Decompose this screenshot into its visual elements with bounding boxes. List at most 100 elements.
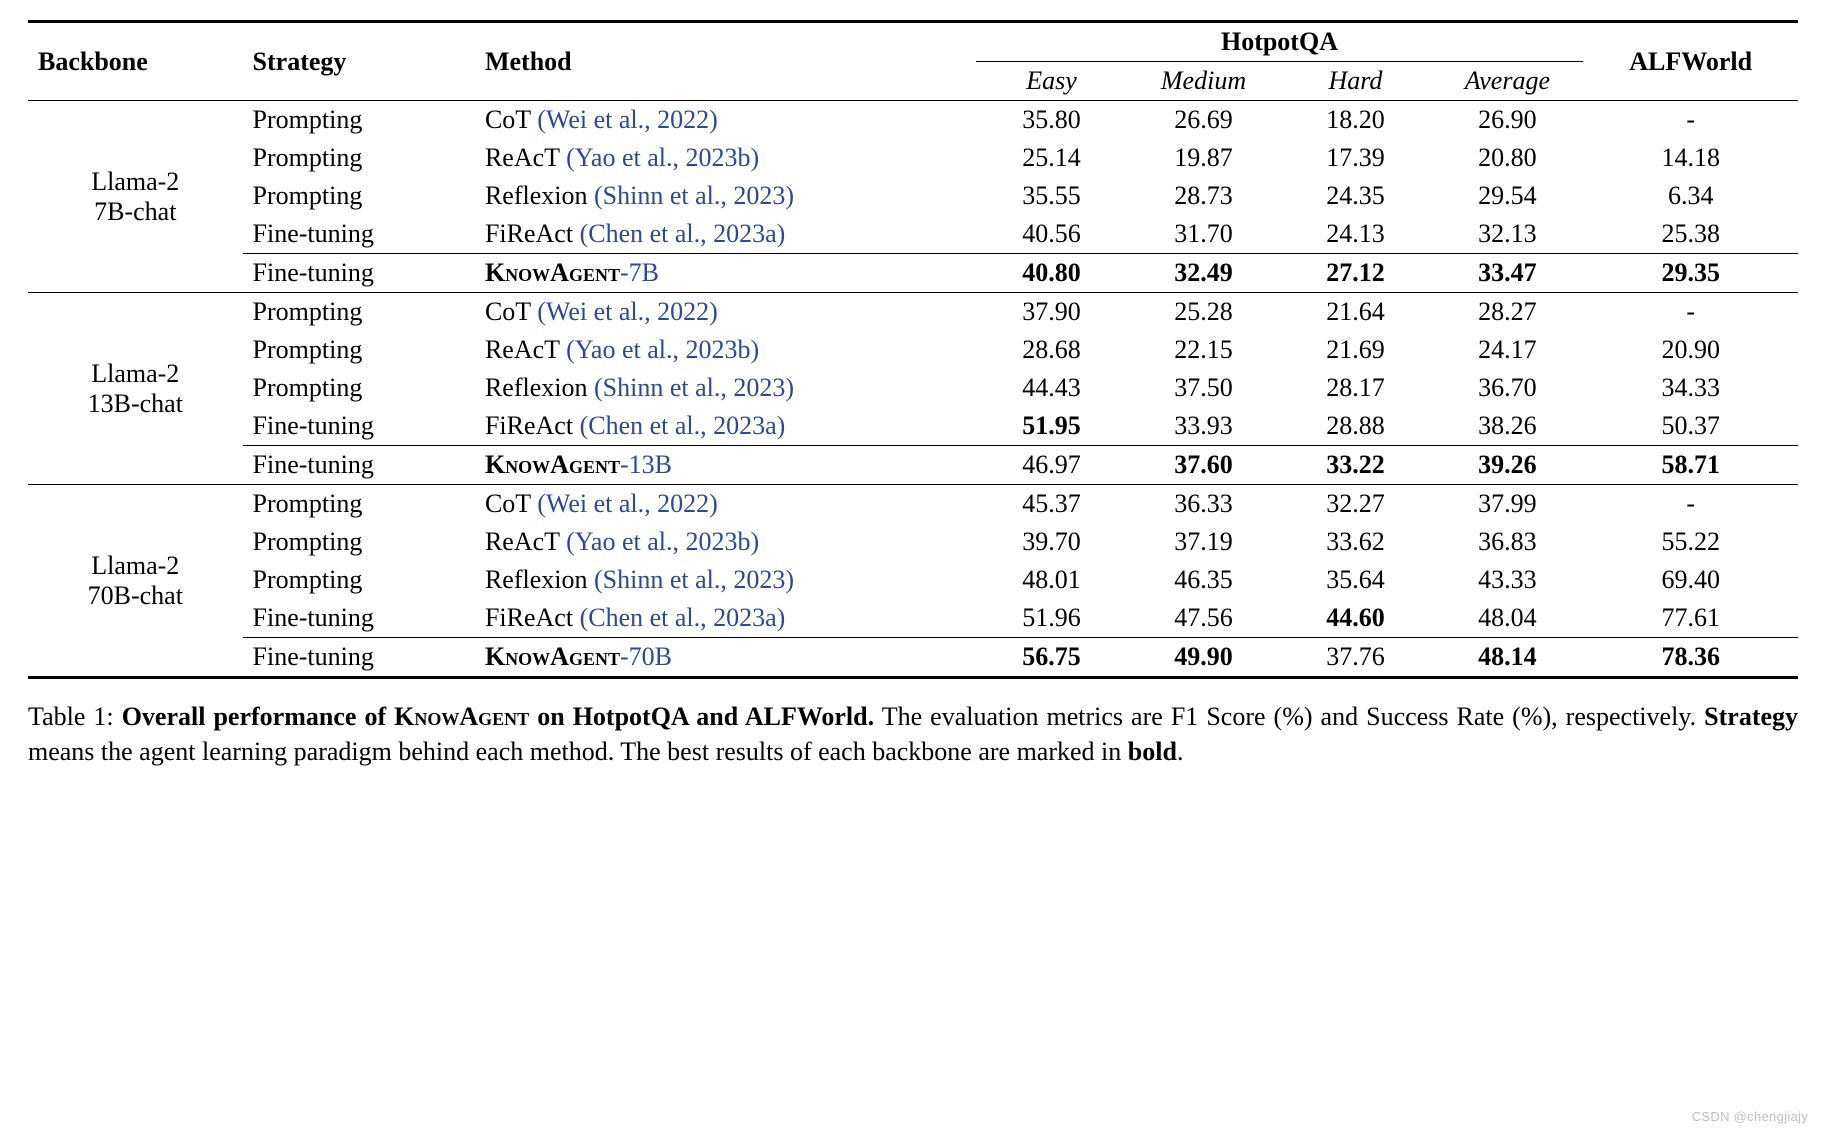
easy-cell: 56.75: [976, 638, 1128, 678]
citation: (Chen et al., 2023a): [580, 603, 786, 632]
caption-knowagent: KnowAgent: [394, 702, 529, 731]
col-header-backbone: Backbone: [28, 22, 243, 101]
avg-cell: 43.33: [1431, 561, 1583, 599]
caption-period: .: [1177, 737, 1184, 766]
easy-cell: 51.96: [976, 599, 1128, 638]
medium-cell: 32.49: [1128, 254, 1280, 293]
hard-cell: 28.88: [1279, 407, 1431, 446]
hard-cell: 21.69: [1279, 331, 1431, 369]
medium-cell: 22.15: [1128, 331, 1280, 369]
caption-bold-part-1: Overall performance of: [122, 702, 394, 731]
table-body: Llama-27B-chatPromptingCoT (Wei et al., …: [28, 101, 1798, 678]
citation: (Shinn et al., 2023): [594, 181, 794, 210]
method-cell: Reflexion (Shinn et al., 2023): [475, 369, 976, 407]
avg-cell: 24.17: [1431, 331, 1583, 369]
strategy-cell: Prompting: [243, 485, 475, 524]
method-cell: FiReAct (Chen et al., 2023a): [475, 407, 976, 446]
table-row: Fine-tuningFiReAct (Chen et al., 2023a)4…: [28, 215, 1798, 254]
hard-cell: 32.27: [1279, 485, 1431, 524]
alf-cell: 25.38: [1583, 215, 1798, 254]
table-row: PromptingReAcT (Yao et al., 2023b)39.703…: [28, 523, 1798, 561]
citation: (Yao et al., 2023b): [566, 143, 759, 172]
medium-cell: 26.69: [1128, 101, 1280, 140]
hard-cell: 21.64: [1279, 293, 1431, 332]
hard-cell: 33.62: [1279, 523, 1431, 561]
medium-cell: 37.60: [1128, 446, 1280, 485]
citation: (Chen et al., 2023a): [580, 411, 786, 440]
citation: (Wei et al., 2022): [537, 297, 718, 326]
col-header-method: Method: [475, 22, 976, 101]
alf-cell: 55.22: [1583, 523, 1798, 561]
citation: (Yao et al., 2023b): [566, 335, 759, 364]
method-cell: KnowAgent-7B: [475, 254, 976, 293]
alf-cell: 69.40: [1583, 561, 1798, 599]
table-row: PromptingReflexion (Shinn et al., 2023)4…: [28, 561, 1798, 599]
easy-cell: 25.14: [976, 139, 1128, 177]
hard-cell: 44.60: [1279, 599, 1431, 638]
strategy-cell: Fine-tuning: [243, 599, 475, 638]
strategy-cell: Prompting: [243, 293, 475, 332]
avg-cell: 38.26: [1431, 407, 1583, 446]
strategy-cell: Prompting: [243, 561, 475, 599]
col-header-alfworld: ALFWorld: [1583, 22, 1798, 101]
easy-cell: 35.55: [976, 177, 1128, 215]
medium-cell: 33.93: [1128, 407, 1280, 446]
avg-cell: 28.27: [1431, 293, 1583, 332]
medium-cell: 49.90: [1128, 638, 1280, 678]
strategy-cell: Fine-tuning: [243, 215, 475, 254]
strategy-cell: Fine-tuning: [243, 638, 475, 678]
alf-cell: 78.36: [1583, 638, 1798, 678]
method-cell: CoT (Wei et al., 2022): [475, 293, 976, 332]
medium-cell: 31.70: [1128, 215, 1280, 254]
strategy-cell: Prompting: [243, 177, 475, 215]
strategy-cell: Fine-tuning: [243, 407, 475, 446]
table-row: PromptingReflexion (Shinn et al., 2023)4…: [28, 369, 1798, 407]
medium-cell: 46.35: [1128, 561, 1280, 599]
alf-cell: 34.33: [1583, 369, 1798, 407]
easy-cell: 46.97: [976, 446, 1128, 485]
easy-cell: 39.70: [976, 523, 1128, 561]
method-cell: KnowAgent-13B: [475, 446, 976, 485]
alf-cell: 6.34: [1583, 177, 1798, 215]
easy-cell: 51.95: [976, 407, 1128, 446]
strategy-cell: Prompting: [243, 523, 475, 561]
medium-cell: 37.19: [1128, 523, 1280, 561]
strategy-cell: Fine-tuning: [243, 446, 475, 485]
strategy-cell: Fine-tuning: [243, 254, 475, 293]
table-row: PromptingReAcT (Yao et al., 2023b)25.141…: [28, 139, 1798, 177]
caption-text-2: means the agent learning paradigm behind…: [28, 737, 1128, 766]
citation: (Shinn et al., 2023): [594, 565, 794, 594]
backbone-cell: Llama-270B-chat: [28, 485, 243, 678]
alf-cell: 14.18: [1583, 139, 1798, 177]
citation: (Chen et al., 2023a): [580, 219, 786, 248]
hard-cell: 37.76: [1279, 638, 1431, 678]
method-cell: Reflexion (Shinn et al., 2023): [475, 177, 976, 215]
method-cell: ReAcT (Yao et al., 2023b): [475, 331, 976, 369]
table-caption: Table 1: Overall performance of KnowAgen…: [28, 699, 1798, 769]
citation: (Wei et al., 2022): [537, 105, 718, 134]
method-cell: FiReAct (Chen et al., 2023a): [475, 215, 976, 254]
easy-cell: 28.68: [976, 331, 1128, 369]
method-cell: ReAcT (Yao et al., 2023b): [475, 523, 976, 561]
avg-cell: 48.14: [1431, 638, 1583, 678]
avg-cell: 29.54: [1431, 177, 1583, 215]
backbone-cell: Llama-213B-chat: [28, 293, 243, 485]
avg-cell: 26.90: [1431, 101, 1583, 140]
col-subheader-medium: Medium: [1128, 62, 1280, 101]
backbone-cell: Llama-27B-chat: [28, 101, 243, 293]
alf-cell: 50.37: [1583, 407, 1798, 446]
citation: (Shinn et al., 2023): [594, 373, 794, 402]
medium-cell: 37.50: [1128, 369, 1280, 407]
alf-cell: 77.61: [1583, 599, 1798, 638]
strategy-cell: Prompting: [243, 101, 475, 140]
hard-cell: 35.64: [1279, 561, 1431, 599]
method-cell: CoT (Wei et al., 2022): [475, 485, 976, 524]
table-row: Fine-tuningFiReAct (Chen et al., 2023a)5…: [28, 599, 1798, 638]
caption-strategy-word: Strategy: [1704, 702, 1798, 731]
strategy-cell: Prompting: [243, 139, 475, 177]
caption-label: Table 1:: [28, 702, 114, 731]
table-row: Fine-tuningFiReAct (Chen et al., 2023a)5…: [28, 407, 1798, 446]
col-subheader-average: Average: [1431, 62, 1583, 101]
method-cell: KnowAgent-70B: [475, 638, 976, 678]
table-row: PromptingReAcT (Yao et al., 2023b)28.682…: [28, 331, 1798, 369]
